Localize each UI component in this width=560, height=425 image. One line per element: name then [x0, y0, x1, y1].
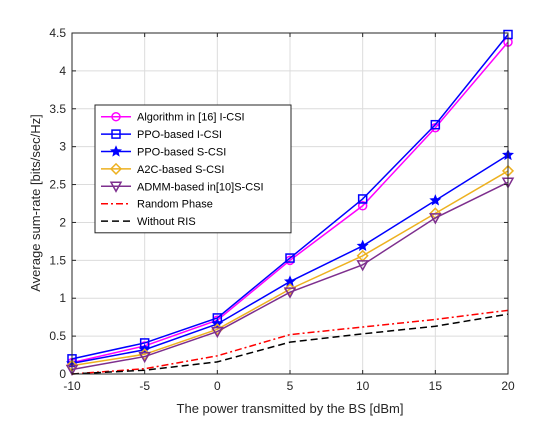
- y-tick-label: 2.5: [49, 178, 66, 192]
- legend-item: Random Phase: [101, 199, 213, 211]
- y-tick-label: 4: [59, 64, 66, 78]
- data-point-marker: [357, 194, 368, 204]
- x-axis-label: The power transmitted by the BS [dBm]: [177, 401, 404, 416]
- x-tick-label: 20: [501, 379, 515, 393]
- legend-label: ADMM-based in[10]S-CSI: [137, 181, 264, 193]
- legend: Algorithm in [16] I-CSI PPO-based I-CSI PP…: [94, 104, 292, 234]
- x-tick-label: 10: [356, 379, 370, 393]
- y-tick-label: 4.5: [49, 26, 66, 40]
- data-point-marker: [356, 260, 369, 272]
- legend-item: Without RIS: [101, 216, 196, 228]
- data-point-marker: [211, 326, 224, 339]
- data-point-marker: [430, 119, 441, 130]
- y-tick-label: 1: [59, 291, 66, 305]
- legend-marker: [111, 129, 121, 139]
- legend-label: PPO-based S-CSI: [137, 147, 226, 159]
- legend-label: Random Phase: [137, 199, 213, 211]
- legend-item: PPO-based S-CSI: [101, 145, 226, 159]
- y-tick-label: 1.5: [49, 253, 66, 267]
- x-tick-label: 5: [287, 379, 294, 393]
- legend-label: Algorithm in [16] I-CSI: [137, 112, 245, 124]
- legend-item: PPO-based I-CSI: [101, 129, 222, 141]
- data-point-marker: [429, 194, 442, 206]
- data-point-marker: [285, 253, 295, 263]
- legend-marker: [110, 145, 122, 157]
- data-point-marker: [429, 213, 442, 225]
- legend-item: A2C-based S-CSI: [101, 162, 224, 176]
- data-point-marker: [283, 287, 297, 299]
- legend-marker: [109, 162, 123, 175]
- legend-item: Algorithm in [16] I-CSI: [101, 112, 245, 124]
- data-point-marker: [357, 201, 368, 211]
- legend-box: [94, 104, 292, 234]
- data-point-marker: [356, 239, 369, 252]
- x-tick-label: 15: [429, 379, 443, 393]
- legend-label: Without RIS: [137, 216, 196, 228]
- axis-ticks: -10 -5 0 5 10 15 20 0 0.5 1 1.5 2 2.5 3 3.5 4 4.5: [49, 26, 515, 393]
- x-tick-label: -10: [63, 379, 81, 393]
- data-point-marker: [138, 351, 151, 364]
- series-line: [71, 34, 509, 360]
- y-axis-label: Average sum-rate [bits/sec/Hz]: [28, 114, 43, 292]
- legend-marker: [111, 111, 121, 122]
- y-tick-label: 3: [59, 140, 66, 154]
- legend-label: PPO-based I-CSI: [137, 129, 222, 141]
- x-tick-label: 0: [214, 379, 221, 393]
- y-tick-label: 3.5: [49, 102, 66, 116]
- series-line: [71, 181, 509, 371]
- legend-marker: [109, 181, 123, 193]
- y-tick-label: 0.5: [49, 329, 66, 343]
- legend-item: ADMM-based in[10]S-CSI: [101, 181, 264, 193]
- series-group: [65, 29, 515, 376]
- y-tick-label: 2: [59, 215, 66, 229]
- legend-label: A2C-based S-CSI: [137, 164, 224, 176]
- x-tick-label: -5: [139, 379, 150, 393]
- y-tick-label: 0: [59, 367, 66, 381]
